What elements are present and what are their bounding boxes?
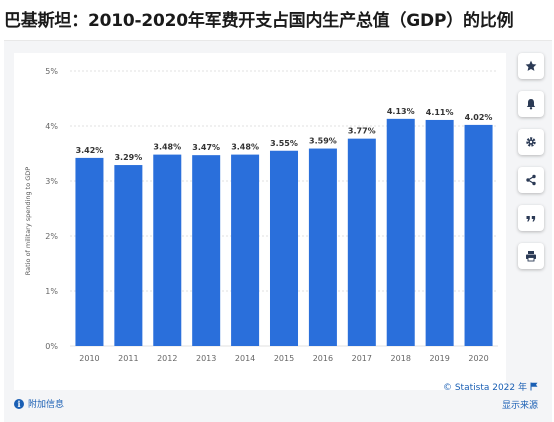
value-label: 3.77% <box>348 127 376 136</box>
value-label: 3.42% <box>76 146 104 155</box>
additional-info-link[interactable]: i 附加信息 <box>14 397 64 410</box>
bars-layer <box>75 118 493 347</box>
x-tick-labels: 2010 2011 2012 2013 2014 2015 2016 2017 2018 2019… <box>79 354 488 363</box>
x-tick-label: 2015 <box>274 354 294 363</box>
bar-2012[interactable] <box>153 154 182 346</box>
print-icon <box>526 251 536 262</box>
x-tick-label: 2018 <box>391 354 411 363</box>
flag-icon <box>530 382 538 391</box>
credit-text: © Statista 2022 年 <box>442 383 527 393</box>
additional-info-label: 附加信息 <box>28 400 65 410</box>
bar-2018[interactable] <box>386 118 415 346</box>
value-label: 4.02% <box>465 113 493 122</box>
bar-2015[interactable] <box>269 150 299 346</box>
bar-2019[interactable] <box>425 119 454 346</box>
bar-2014[interactable] <box>231 154 260 346</box>
bar-chart: 0%1%2%3%4%5% 3.42%3.29%3.48% 3.47% 3.48% 3.… <box>24 67 498 363</box>
share-icon <box>526 174 536 186</box>
bar-2020[interactable] <box>464 124 493 347</box>
value-label: 4.11% <box>426 108 454 117</box>
gear-icon <box>526 137 536 147</box>
notification-button[interactable] <box>518 91 544 117</box>
cite-button[interactable] <box>518 205 544 231</box>
y-tick-labels: 0% 1% 2% 3% 4% 5% <box>45 67 58 351</box>
x-tick-label: 2011 <box>118 354 138 363</box>
x-tick-label: 2014 <box>235 354 255 363</box>
bell-icon <box>526 99 536 110</box>
x-tick-label: 2019 <box>429 354 449 363</box>
show-source-label: 显示来源 <box>501 401 538 411</box>
y-tick-label: 2% <box>45 232 58 241</box>
x-tick-label: 2010 <box>79 354 99 363</box>
star-icon <box>525 60 537 71</box>
x-tick-label: 2017 <box>352 354 372 363</box>
show-source-link[interactable]: 显示来源 <box>502 398 538 411</box>
value-label: 3.48% <box>153 143 181 152</box>
y-tick-label: 4% <box>45 122 58 131</box>
tool-sidebar <box>516 53 546 281</box>
bar-2010[interactable] <box>75 157 104 346</box>
bar-2013[interactable] <box>192 155 221 346</box>
value-label: 4.13% <box>387 107 415 116</box>
y-tick-label: 0% <box>45 342 58 351</box>
value-label: 3.29% <box>114 153 142 162</box>
y-tick-label: 3% <box>45 177 58 186</box>
bar-2017[interactable] <box>347 138 376 346</box>
bar-2016[interactable] <box>308 148 337 346</box>
print-button[interactable] <box>518 243 544 269</box>
settings-button[interactable] <box>518 129 544 155</box>
value-labels-layer: 3.42% 3.29% 3.48% 3.47% 3.48% 3.55% 3.59% 3.77%… <box>76 107 493 162</box>
x-tick-label: 2016 <box>313 354 333 363</box>
bar-2011[interactable] <box>114 165 143 346</box>
share-button[interactable] <box>518 167 544 193</box>
favorite-button[interactable] <box>518 53 544 79</box>
x-tick-label: 2020 <box>468 354 488 363</box>
y-tick-label: 1% <box>45 287 58 296</box>
x-tick-label: 2012 <box>157 354 177 363</box>
y-axis-title: Ratio of military spending to GDP <box>24 167 32 275</box>
value-label: 3.59% <box>309 137 337 146</box>
plot-panel: 0% 1% 2% 3% 4% 5% 3.42% 3.29% 3.48% 3.47% 3.48% 3.… <box>14 53 506 390</box>
info-icon: i <box>14 398 24 409</box>
value-label: 3.48% <box>231 143 259 152</box>
y-tick-label: 5% <box>45 67 58 76</box>
chart-card: 0% 1% 2% 3% 4% 5% 3.42% 3.29% 3.48% 3.47% 3.48% 3.… <box>4 40 552 422</box>
statista-credit-link[interactable]: © Statista 2022 年 <box>443 380 538 393</box>
value-label: 3.47% <box>192 143 220 152</box>
page-title: 巴基斯坦：2010-2020年军费开支占国内生产总值（GDP）的比例 <box>4 11 514 31</box>
quote-icon <box>526 216 536 222</box>
x-tick-label: 2013 <box>196 354 216 363</box>
value-label: 3.55% <box>270 139 298 148</box>
